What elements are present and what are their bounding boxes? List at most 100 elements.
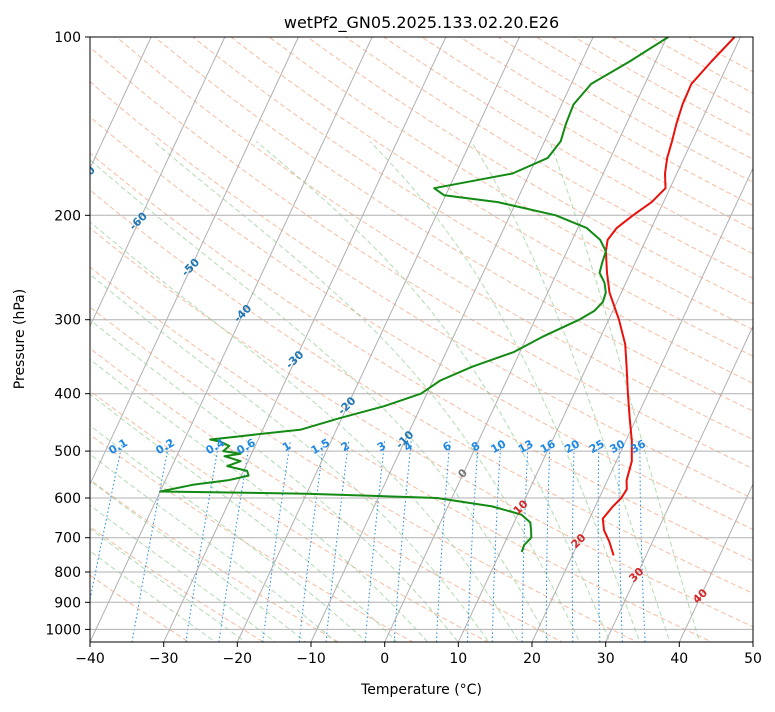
mixing-ratio-line: [545, 440, 551, 642]
isotherm: [90, 37, 373, 642]
y-tick-label: 900: [54, 595, 81, 611]
isotherm: [752, 640, 753, 642]
isotherm-label: -80: [22, 117, 45, 140]
dry-adiabat: [192, 37, 753, 384]
moist-adiabat: [90, 453, 337, 642]
isotherm: [605, 324, 753, 642]
mixing-ratio-label: 10: [488, 437, 508, 456]
axes: −40 −30 −20 −10 0 10 20 30 40 5010020030040050060…: [45, 30, 762, 667]
isotherm: [531, 166, 753, 642]
isotherm-label: -40: [231, 302, 254, 325]
mixing-ratio-line: [435, 440, 451, 642]
y-axis-label: Pressure (hPa): [12, 289, 28, 389]
mixing-ratio-line: [218, 440, 251, 642]
moist-adiabat: [470, 141, 671, 642]
moist-adiabat: [90, 528, 247, 642]
y-tick-label: 300: [54, 313, 81, 329]
mixing-ratio-line: [597, 440, 601, 642]
x-tick-label: 40: [670, 651, 688, 667]
mixing-ratio-label: 2: [339, 439, 352, 454]
x-tick-label: −40: [75, 651, 105, 667]
mixing-ratio-line: [364, 440, 386, 642]
dry-adiabat: [90, 390, 489, 642]
isotherm-label: 0: [455, 466, 470, 481]
dry-adiabat: [90, 116, 753, 530]
dry-adiabat: [649, 37, 753, 94]
dry-adiabat: [268, 37, 753, 331]
moist-adiabat: [255, 140, 611, 642]
isotherm: [163, 37, 447, 642]
mixing-ratio-label: 1: [280, 439, 293, 454]
mixing-ratio-label: 20: [562, 437, 582, 456]
dry-adiabat: [90, 479, 340, 642]
mixing-ratio-line: [618, 440, 623, 642]
dry-adiabat: [90, 189, 753, 594]
isotherm-label: -50: [179, 256, 202, 279]
moist-adiabat: [549, 141, 701, 642]
dry-adiabat: [306, 37, 753, 305]
y-tick-label: 100: [54, 30, 81, 46]
mixing-ratio-label: 30: [608, 437, 628, 456]
moist-adiabat: [90, 550, 217, 642]
x-tick-label: 50: [744, 651, 762, 667]
isotherm-label: 40: [690, 586, 710, 606]
moist-adiabat: [153, 140, 581, 642]
dry-adiabat: [90, 227, 753, 628]
isotherm: [236, 37, 521, 642]
dry-adiabat: [90, 574, 190, 642]
mixing-ratio-label: 0.2: [153, 436, 176, 457]
mixing-ratio-line: [90, 440, 124, 603]
isotherm: [90, 37, 300, 486]
isotherm: [384, 37, 668, 642]
x-tick-label: −30: [149, 651, 179, 667]
dry-adiabat: [230, 37, 753, 357]
moist-adiabat: [90, 393, 398, 642]
mixing-ratio-label: 0.6: [234, 436, 258, 457]
dry-adiabat: [90, 526, 265, 642]
mixing-ratio-label: 13: [516, 437, 536, 456]
moist-adiabat: [90, 319, 459, 642]
isotherm-label: 10: [511, 497, 531, 517]
isotherm: [310, 37, 594, 642]
isotherm-label: -70: [75, 163, 98, 186]
moist-adiabat: [90, 221, 520, 642]
mixing-ratio-label: 8: [469, 439, 482, 454]
dry-adiabat: [497, 37, 753, 183]
mixing-ratio-line: [467, 440, 479, 642]
x-tick-label: 0: [380, 651, 389, 667]
y-tick-label: 500: [54, 444, 81, 460]
mixing-ratio-label: 0.4: [204, 436, 228, 457]
moist-adiabat: [90, 504, 277, 642]
isotherm: [678, 482, 753, 642]
dry-adiabat: [382, 37, 753, 255]
moist-adiabat: [90, 424, 368, 642]
dry-adiabat: [344, 37, 753, 280]
isotherm: [90, 37, 152, 170]
isotherm: [457, 37, 742, 642]
isotherm: [90, 37, 226, 328]
temperature-profile-line: [601, 37, 736, 556]
y-tick-label: 700: [54, 531, 81, 547]
mixing-ratio-line: [131, 440, 170, 642]
mixing-ratio-label: 3: [375, 439, 388, 454]
dry-adiabat: [90, 266, 713, 642]
dry-adiabat: [90, 152, 753, 562]
dry-adiabat: [115, 37, 753, 441]
x-tick-label: 20: [523, 651, 541, 667]
moist-adiabat: [90, 159, 551, 642]
x-tick-label: 10: [449, 651, 467, 667]
dry-adiabat: [90, 46, 753, 470]
dry-adiabat: [90, 81, 753, 500]
x-tick-label: 30: [597, 651, 615, 667]
chart-title: wetPf2_GN05.2025.133.02.20.E26: [284, 13, 559, 33]
y-tick-label: 400: [54, 387, 81, 403]
isotherm-label: -60: [127, 209, 150, 232]
grid: [90, 37, 753, 642]
dry-adiabat: [90, 347, 564, 642]
background-lines: [90, 37, 753, 642]
isotherm-label: -30: [283, 348, 306, 371]
y-tick-label: 600: [54, 491, 81, 507]
moist-adiabat: [90, 358, 429, 642]
